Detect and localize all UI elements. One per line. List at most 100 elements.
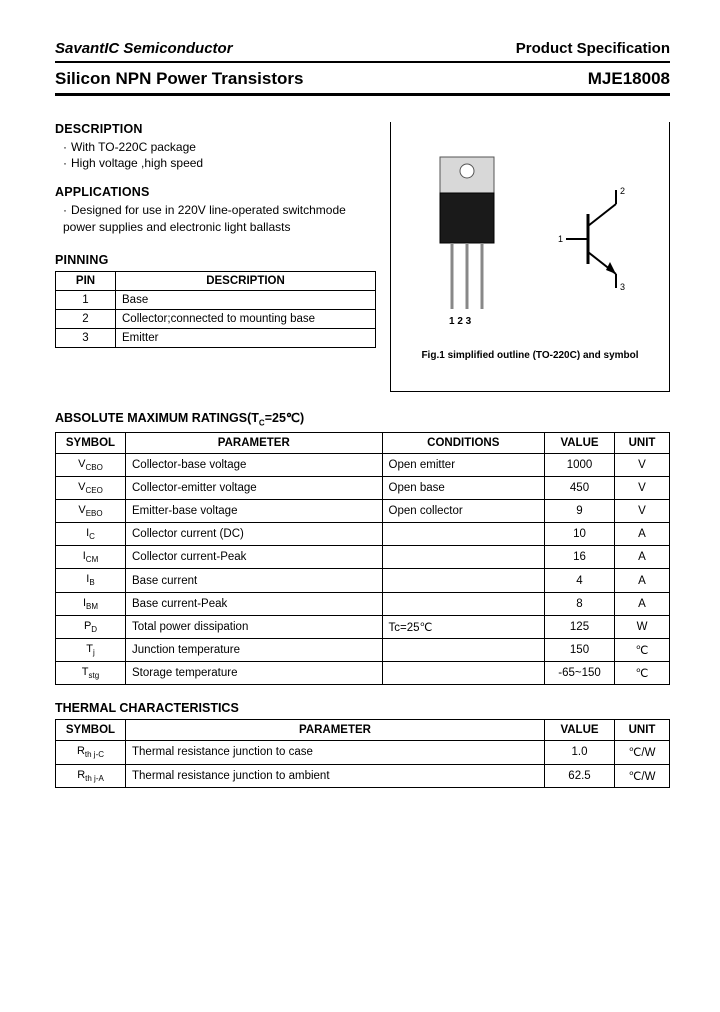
cond-cell: Tc=25℃ [382,615,544,638]
value-cell: 150 [545,639,615,662]
param-cell: Collector-emitter voltage [126,476,383,499]
right-column: 1 2 3 1 2 3 Fig.1 simplified outline (TO… [390,122,670,392]
unit-cell: A [615,546,670,569]
col-parameter: PARAMETER [126,720,545,741]
param-cell: Junction temperature [126,639,383,662]
ratings-heading-tail: =25℃) [265,411,304,425]
pinning-col-pin: PIN [56,271,116,290]
param-cell: Base current [126,569,383,592]
description-line: With TO-220C package [63,139,376,155]
value-cell: 1.0 [545,741,615,764]
table-row: VEBOEmitter-base voltageOpen collector9V [56,499,670,522]
param-cell: Total power dissipation [126,615,383,638]
symbol-cell: PD [56,615,126,638]
table-row: 3 Emitter [56,328,376,347]
value-cell: 62.5 [545,764,615,787]
svg-text:2: 2 [620,186,625,196]
unit-cell: W [615,615,670,638]
col-symbol: SYMBOL [56,720,126,741]
product-specification-label: Product Specification [516,40,670,57]
applications-heading: APPLICATIONS [55,185,376,199]
param-cell: Emitter-base voltage [126,499,383,522]
symbol-cell: Tj [56,639,126,662]
table-row: Rth j-AThermal resistance junction to am… [56,764,670,787]
svg-text:1: 1 [558,234,563,244]
ratings-heading: ABSOLUTE MAXIMUM RATINGS(TC=25℃) [55,410,670,428]
param-cell: Collector-base voltage [126,453,383,476]
unit-cell: ℃/W [615,764,670,787]
pin-number: 3 [56,328,116,347]
col-value: VALUE [545,432,615,453]
cond-cell [382,662,544,685]
table-row: IBMBase current-Peak8A [56,592,670,615]
cond-cell [382,546,544,569]
divider-thin [55,61,670,63]
symbol-cell: ICM [56,546,126,569]
pin-desc: Emitter [116,328,376,347]
col-value: VALUE [545,720,615,741]
table-row: 2 Collector;connected to mounting base [56,309,376,328]
pin-number: 2 [56,309,116,328]
cond-cell: Open base [382,476,544,499]
table-row: VCEOCollector-emitter voltageOpen base45… [56,476,670,499]
param-cell: Storage temperature [126,662,383,685]
symbol-cell: Tstg [56,662,126,685]
to220-package-icon: 1 2 3 [422,149,512,329]
value-cell: 1000 [545,453,615,476]
table-row: PDTotal power dissipationTc=25℃125W [56,615,670,638]
value-cell: 4 [545,569,615,592]
col-conditions: CONDITIONS [382,432,544,453]
description-line: High voltage ,high speed [63,155,376,171]
applications-text: Designed for use in 220V line-operated s… [63,202,376,234]
unit-cell: V [615,499,670,522]
value-cell: 450 [545,476,615,499]
param-cell: Collector current (DC) [126,523,383,546]
value-cell: -65~150 [545,662,615,685]
title-row: Silicon NPN Power Transistors MJE18008 [55,69,670,89]
unit-cell: ℃ [615,639,670,662]
cond-cell [382,639,544,662]
symbol-cell: Rth j-A [56,764,126,787]
col-unit: UNIT [615,720,670,741]
unit-cell: A [615,592,670,615]
symbol-cell: VCEO [56,476,126,499]
unit-cell: A [615,569,670,592]
cond-cell [382,523,544,546]
npn-symbol-icon: 1 2 3 [558,184,638,294]
param-cell: Base current-Peak [126,592,383,615]
table-row: ICMCollector current-Peak 16A [56,546,670,569]
symbol-cell: IB [56,569,126,592]
table-row: IBBase current 4A [56,569,670,592]
col-unit: UNIT [615,432,670,453]
pinning-table: PIN DESCRIPTION 1 Base 2 Collector;conne… [55,271,376,348]
pinning-col-desc: DESCRIPTION [116,271,376,290]
pin-number: 1 [56,290,116,309]
param-cell: Collector current-Peak [126,546,383,569]
thermal-table: SYMBOL PARAMETER VALUE UNIT Rth j-CTherm… [55,719,670,787]
cond-cell [382,569,544,592]
divider-thick [55,93,670,96]
cond-cell: Open emitter [382,453,544,476]
value-cell: 16 [545,546,615,569]
header-row: SavantIC Semiconductor Product Specifica… [55,40,670,57]
symbol-cell: VEBO [56,499,126,522]
col-symbol: SYMBOL [56,432,126,453]
param-cell: Thermal resistance junction to ambient [126,764,545,787]
symbol-cell: VCBO [56,453,126,476]
ratings-table: SYMBOL PARAMETER CONDITIONS VALUE UNIT V… [55,432,670,686]
content-two-column: DESCRIPTION With TO-220C package High vo… [55,122,670,392]
pinning-heading: PINNING [55,253,376,267]
unit-cell: V [615,453,670,476]
value-cell: 10 [545,523,615,546]
symbol-cell: IBM [56,592,126,615]
ratings-heading-text: ABSOLUTE MAXIMUM RATINGS(T [55,411,259,425]
package-diagram: 1 2 3 1 2 3 [399,134,661,344]
value-cell: 125 [545,615,615,638]
thermal-heading: THERMAL CHARACTERISTICS [55,701,670,715]
figure-caption: Fig.1 simplified outline (TO-220C) and s… [399,350,661,361]
value-cell: 9 [545,499,615,522]
part-number: MJE18008 [588,69,670,89]
pin-desc: Collector;connected to mounting base [116,309,376,328]
pin-desc: Base [116,290,376,309]
table-row: Rth j-CThermal resistance junction to ca… [56,741,670,764]
